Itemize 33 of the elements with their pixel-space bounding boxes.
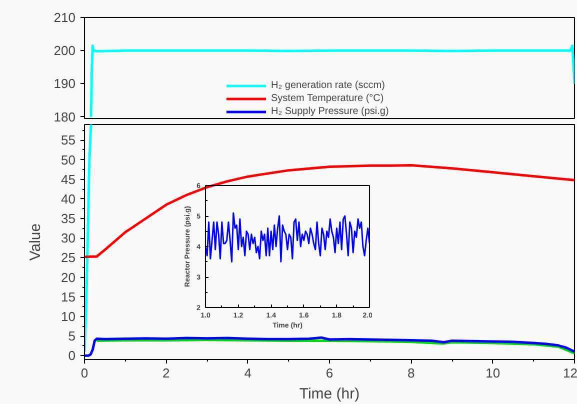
line-series xyxy=(96,338,574,354)
line-series xyxy=(90,44,574,118)
y-tick-label: 5 xyxy=(68,328,76,344)
x-tick-label: 12 xyxy=(563,366,577,380)
y-tick-label: 35 xyxy=(61,211,76,226)
y-tick-label: 20 xyxy=(61,270,76,285)
y-tick-label: 0 xyxy=(68,348,76,364)
legend-label: H₂ generation rate (sccm) xyxy=(271,79,385,92)
y-tick-label: 200 xyxy=(54,43,76,58)
y-axis-title: Value xyxy=(27,223,44,261)
x-tick-label: 10 xyxy=(486,366,500,380)
x-tick-label: 8 xyxy=(408,366,415,380)
y-tick-label: 15 xyxy=(61,289,76,304)
legend-label: H₂ Supply Pressure (psi.g) xyxy=(271,105,389,118)
line-series xyxy=(84,336,574,357)
y-tick-label: 50 xyxy=(61,152,76,168)
line-series xyxy=(206,212,370,262)
y-tick-label: 180 xyxy=(54,109,76,124)
x-tick-label: 6 xyxy=(326,366,334,380)
x-tick-label: 2 xyxy=(162,366,170,380)
y-tick-label: 55 xyxy=(61,132,76,148)
x-axis-title: Time (hr) xyxy=(299,386,360,402)
y-tick-label: 45 xyxy=(61,172,76,187)
y-tick-label: 40 xyxy=(61,191,76,206)
y-tick-label: 30 xyxy=(61,230,76,246)
y-tick-label: 25 xyxy=(61,250,76,266)
y-tick-label: 210 xyxy=(54,10,76,25)
x-tick-label: 4 xyxy=(244,366,252,380)
y-tick-label: 190 xyxy=(54,76,76,92)
line-series xyxy=(84,124,92,353)
line-series xyxy=(84,164,574,258)
x-tick-label: 0 xyxy=(80,366,88,380)
legend-label: System Temperature (°C) xyxy=(271,92,384,105)
